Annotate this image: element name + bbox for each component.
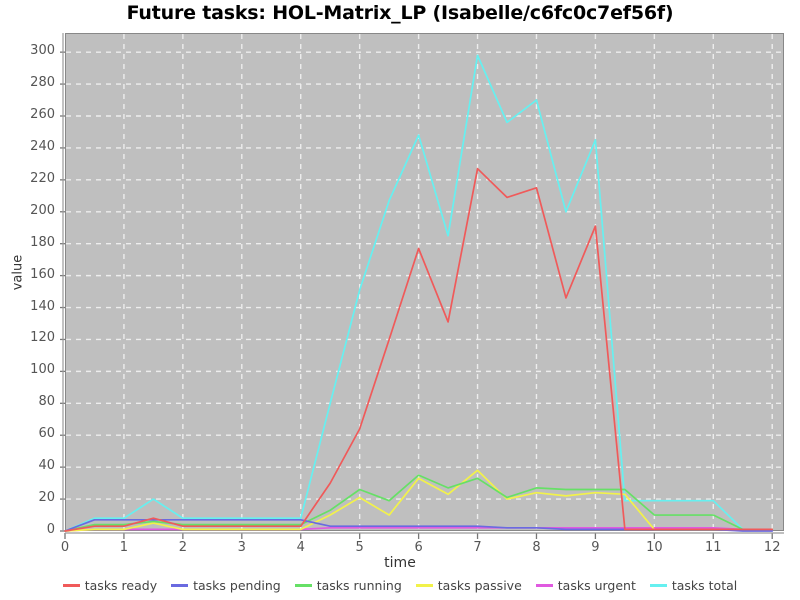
axis-tick-marks	[60, 51, 773, 539]
legend-label: tasks urgent	[557, 578, 636, 593]
axis-lines	[62, 33, 784, 534]
legend-color-swatch	[62, 584, 80, 587]
chart-title: Future tasks: HOL-Matrix_LP (Isabelle/c6…	[126, 2, 674, 24]
x-tick-label: 6	[414, 540, 423, 555]
legend-item[interactable]: tasks urgent	[535, 578, 636, 593]
legend-color-swatch	[535, 584, 553, 587]
y-tick-label: 40	[38, 458, 55, 474]
legend-label: tasks pending	[193, 578, 281, 593]
x-tick-label: 7	[473, 540, 482, 555]
y-tick-label: 60	[38, 426, 55, 442]
legend-label: tasks passive	[437, 578, 522, 593]
y-tick-label: 0	[46, 522, 55, 537]
x-tick-label: 12	[763, 540, 781, 555]
x-tick-label: 3	[237, 540, 246, 555]
legend-label: tasks running	[316, 578, 402, 593]
x-tick-label: 4	[296, 540, 305, 555]
y-tick-label: 120	[30, 330, 55, 346]
y-tick-label: 300	[30, 43, 55, 59]
x-tick-label: 10	[646, 540, 663, 555]
x-tick-label: 2	[178, 540, 187, 555]
x-tick-label: 9	[591, 540, 600, 555]
plot-area	[65, 33, 784, 531]
chart-legend: tasks ready tasks pending tasks running tas…	[0, 578, 800, 593]
x-tick-label: 11	[704, 540, 722, 555]
data-series-lines	[64, 54, 774, 532]
x-tick-label: 0	[60, 540, 70, 555]
legend-label: tasks ready	[84, 578, 158, 593]
y-tick-label: 20	[38, 490, 55, 506]
legend-item[interactable]: tasks pending	[171, 578, 281, 593]
legend-item[interactable]: tasks running	[294, 578, 402, 593]
legend-item[interactable]: tasks total	[649, 578, 738, 593]
legend-color-swatch	[649, 584, 667, 587]
x-axis-title: time	[384, 555, 416, 571]
y-axis-title: value	[10, 254, 26, 291]
grid-lines	[66, 34, 783, 530]
y-tick-label: 140	[30, 298, 55, 314]
legend-item[interactable]: tasks passive	[415, 578, 522, 593]
legend-color-swatch	[171, 584, 189, 587]
y-tick-label: 160	[30, 266, 55, 282]
legend-color-swatch	[415, 584, 433, 587]
x-tick-label: 8	[532, 540, 541, 555]
x-tick-label: 5	[355, 540, 364, 555]
y-tick-label: 100	[30, 362, 55, 378]
legend-item[interactable]: tasks ready	[62, 578, 158, 593]
legend-color-swatch	[294, 584, 312, 587]
y-tick-label: 260	[30, 107, 55, 122]
y-tick-label: 240	[30, 138, 55, 154]
y-tick-label: 80	[38, 394, 55, 410]
legend-label: tasks total	[671, 578, 738, 593]
y-tick-label: 220	[30, 170, 55, 186]
y-tick-label: 180	[30, 234, 55, 250]
y-tick-label: 200	[30, 202, 55, 218]
x-tick-label: 1	[119, 540, 129, 555]
y-tick-label: 280	[30, 75, 55, 91]
